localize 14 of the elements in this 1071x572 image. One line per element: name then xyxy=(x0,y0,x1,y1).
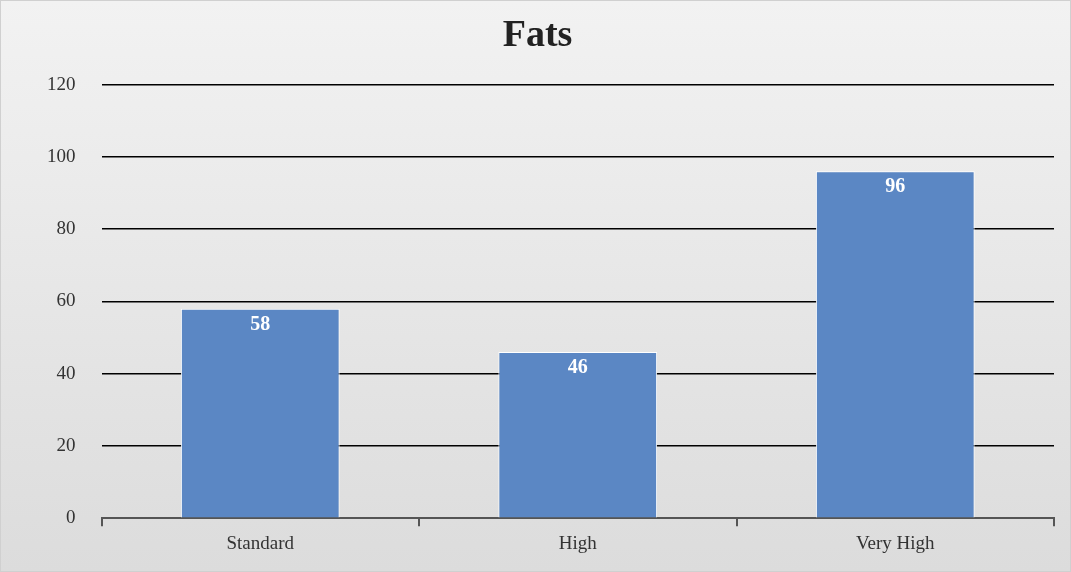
x-tick-label: Standard xyxy=(226,531,295,553)
y-tick-label: 20 xyxy=(56,433,76,455)
chart-title: Fats xyxy=(502,11,573,54)
data-label: 96 xyxy=(885,174,906,197)
data-label: 46 xyxy=(567,355,588,378)
y-tick-label: 80 xyxy=(56,217,76,239)
y-tick-label: 40 xyxy=(56,361,76,383)
y-tick-label: 120 xyxy=(47,72,76,94)
x-tick-label: High xyxy=(558,531,598,553)
y-tick-label: 100 xyxy=(47,144,76,166)
y-tick-label: 60 xyxy=(56,289,76,311)
data-label: 58 xyxy=(250,311,271,334)
y-tick-label: 0 xyxy=(66,506,76,528)
x-tick-label: Very High xyxy=(855,531,936,553)
